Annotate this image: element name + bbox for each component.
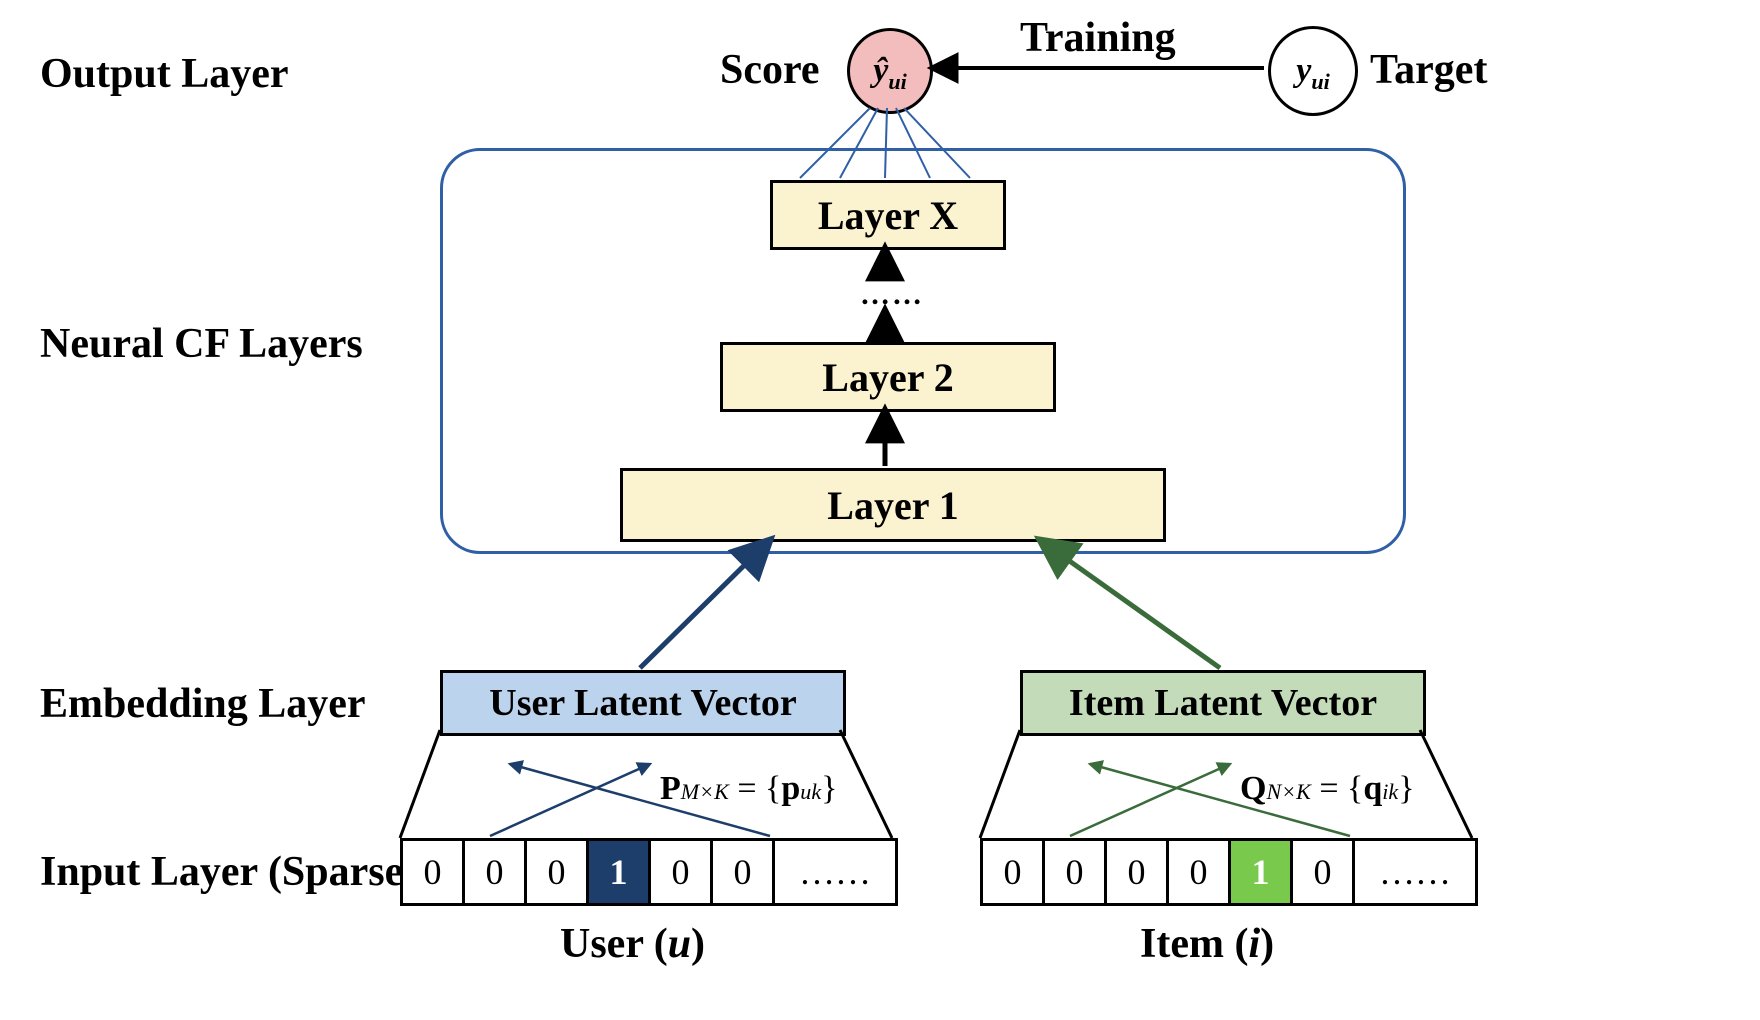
- layer-1-box: Layer 1: [620, 468, 1166, 542]
- onehot-cell: 0: [1293, 841, 1355, 903]
- onehot-cell: 0: [1169, 841, 1231, 903]
- score-node: ŷui: [847, 28, 933, 114]
- item-caption: Item (i): [1140, 920, 1274, 968]
- user-latent-box: User Latent Vector: [440, 670, 846, 736]
- layer-2-box: Layer 2: [720, 342, 1056, 412]
- user-matrix-label: PM×K = {puk}: [660, 770, 837, 808]
- onehot-cell: ……: [775, 841, 895, 903]
- onehot-cell: 0: [527, 841, 589, 903]
- onehot-cell: 1: [589, 841, 651, 903]
- item-onehot-row: 000010……: [980, 838, 1478, 906]
- training-label: Training: [1020, 14, 1176, 62]
- user-onehot-row: 000100……: [400, 838, 898, 906]
- layer-ellipsis: ……: [860, 278, 924, 312]
- onehot-cell: ……: [1355, 841, 1475, 903]
- score-label: Score: [720, 46, 820, 94]
- item-latent-box: Item Latent Vector: [1020, 670, 1426, 736]
- onehot-cell: 0: [1045, 841, 1107, 903]
- item-matrix-label: QN×K = {qik}: [1240, 770, 1415, 808]
- label-ncf-layers: Neural CF Layers: [40, 320, 363, 368]
- onehot-cell: 0: [465, 841, 527, 903]
- score-symbol: ŷui: [873, 52, 907, 90]
- target-label: Target: [1370, 46, 1487, 94]
- target-symbol: yui: [1296, 52, 1330, 90]
- onehot-cell: 0: [713, 841, 775, 903]
- onehot-cell: 0: [1107, 841, 1169, 903]
- user-caption: User (u): [560, 920, 705, 968]
- onehot-cell: 0: [983, 841, 1045, 903]
- onehot-cell: 0: [651, 841, 713, 903]
- diagram-stage: Output Layer Neural CF Layers Embedding …: [0, 0, 1760, 1020]
- label-output-layer: Output Layer: [40, 50, 289, 98]
- label-input-layer: Input Layer (Sparse): [40, 848, 417, 896]
- target-node: yui: [1268, 26, 1358, 116]
- label-embedding-layer: Embedding Layer: [40, 680, 366, 728]
- onehot-cell: 1: [1231, 841, 1293, 903]
- onehot-cell: 0: [403, 841, 465, 903]
- layer-x-box: Layer X: [770, 180, 1006, 250]
